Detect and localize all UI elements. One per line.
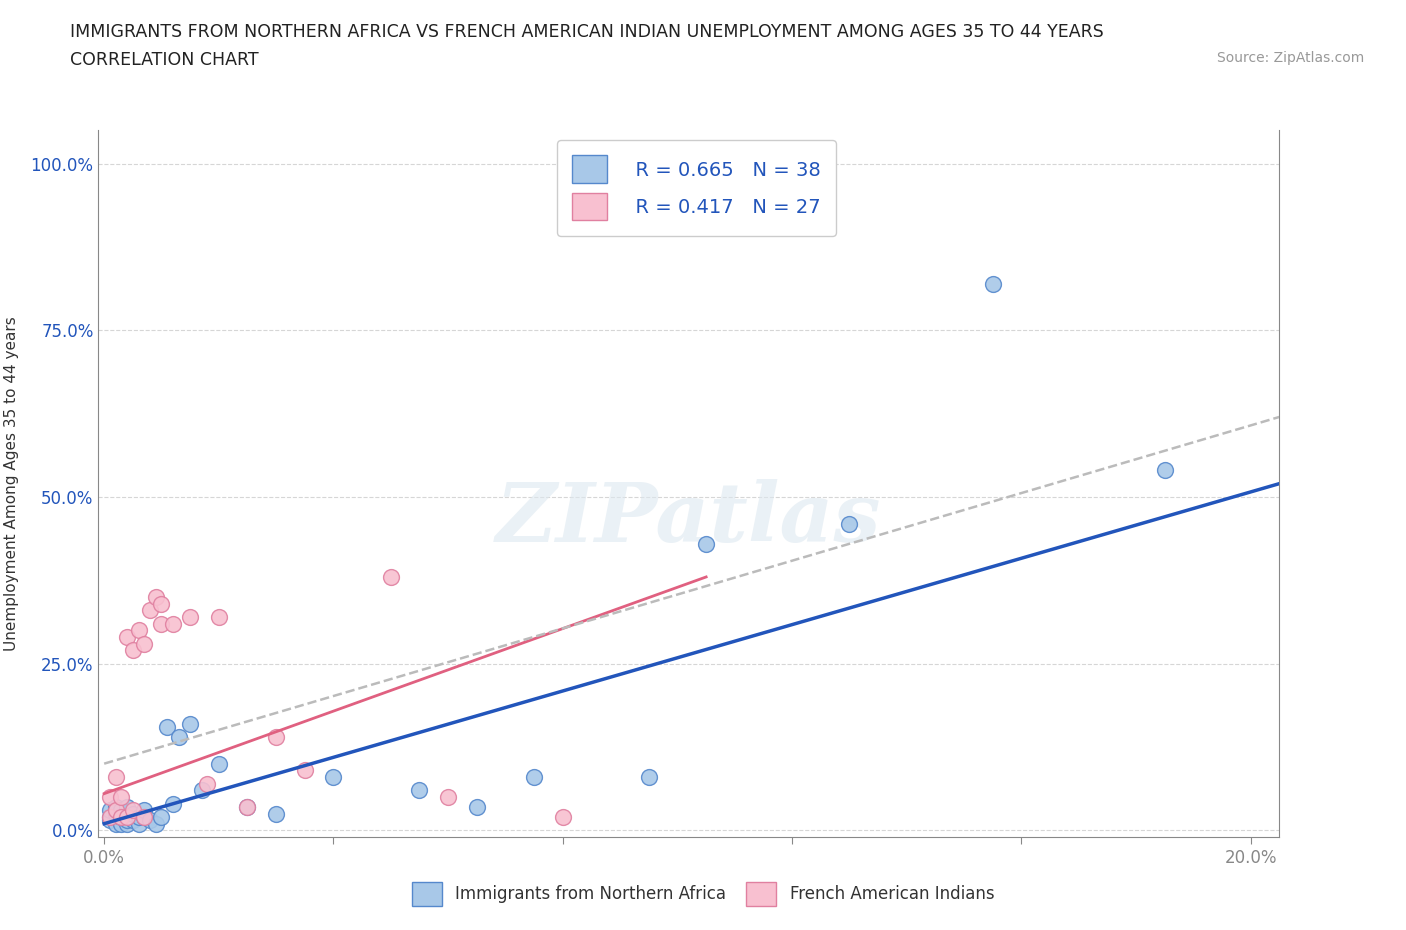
Point <box>128 623 150 638</box>
Point <box>150 809 173 824</box>
Point <box>167 729 190 744</box>
Point <box>98 803 121 817</box>
Legend: Immigrants from Northern Africa, French American Indians: Immigrants from Northern Africa, French … <box>405 875 1001 912</box>
Y-axis label: Unemployment Among Ages 35 to 44 years: Unemployment Among Ages 35 to 44 years <box>4 316 20 651</box>
Point <box>551 809 574 824</box>
Point <box>139 603 162 618</box>
Point <box>408 783 430 798</box>
Point <box>264 806 287 821</box>
Text: ZIPatlas: ZIPatlas <box>496 479 882 559</box>
Text: Source: ZipAtlas.com: Source: ZipAtlas.com <box>1216 51 1364 65</box>
Point <box>128 817 150 831</box>
Point <box>121 803 143 817</box>
Point <box>838 516 860 531</box>
Point <box>98 809 121 824</box>
Point <box>134 636 156 651</box>
Point <box>115 800 138 815</box>
Legend:   R = 0.665   N = 38,   R = 0.417   N = 27: R = 0.665 N = 38, R = 0.417 N = 27 <box>557 140 837 236</box>
Point <box>637 769 659 784</box>
Point <box>179 716 201 731</box>
Point <box>121 806 143 821</box>
Point <box>110 809 132 824</box>
Point <box>134 809 156 824</box>
Point <box>104 769 127 784</box>
Point <box>695 537 717 551</box>
Point <box>150 596 173 611</box>
Point <box>110 809 132 824</box>
Point <box>264 729 287 744</box>
Point <box>322 769 344 784</box>
Point <box>104 817 127 831</box>
Point <box>380 569 402 584</box>
Point <box>104 806 127 821</box>
Point <box>145 817 167 831</box>
Point <box>236 800 259 815</box>
Point <box>104 800 127 815</box>
Point <box>156 720 179 735</box>
Point <box>437 790 460 804</box>
Point <box>134 809 156 824</box>
Point <box>162 617 184 631</box>
Point <box>115 817 138 831</box>
Text: IMMIGRANTS FROM NORTHERN AFRICA VS FRENCH AMERICAN INDIAN UNEMPLOYMENT AMONG AGE: IMMIGRANTS FROM NORTHERN AFRICA VS FRENC… <box>70 23 1104 41</box>
Point <box>98 809 121 824</box>
Point <box>110 817 132 831</box>
Point <box>145 590 167 604</box>
Point <box>115 813 138 828</box>
Point <box>115 630 138 644</box>
Point <box>98 813 121 828</box>
Point <box>190 783 212 798</box>
Point <box>98 790 121 804</box>
Point <box>150 617 173 631</box>
Point <box>195 777 218 791</box>
Point <box>110 790 132 804</box>
Point <box>110 803 132 817</box>
Point <box>162 796 184 811</box>
Point <box>134 803 156 817</box>
Point <box>179 609 201 624</box>
Point <box>128 809 150 824</box>
Point <box>208 756 231 771</box>
Point <box>115 809 138 824</box>
Point <box>121 813 143 828</box>
Point <box>236 800 259 815</box>
Text: CORRELATION CHART: CORRELATION CHART <box>70 51 259 69</box>
Point <box>981 276 1004 291</box>
Point <box>294 763 316 777</box>
Point <box>104 803 127 817</box>
Point <box>523 769 546 784</box>
Point <box>208 609 231 624</box>
Point <box>121 643 143 658</box>
Point <box>465 800 488 815</box>
Point <box>139 813 162 828</box>
Point <box>1153 463 1175 478</box>
